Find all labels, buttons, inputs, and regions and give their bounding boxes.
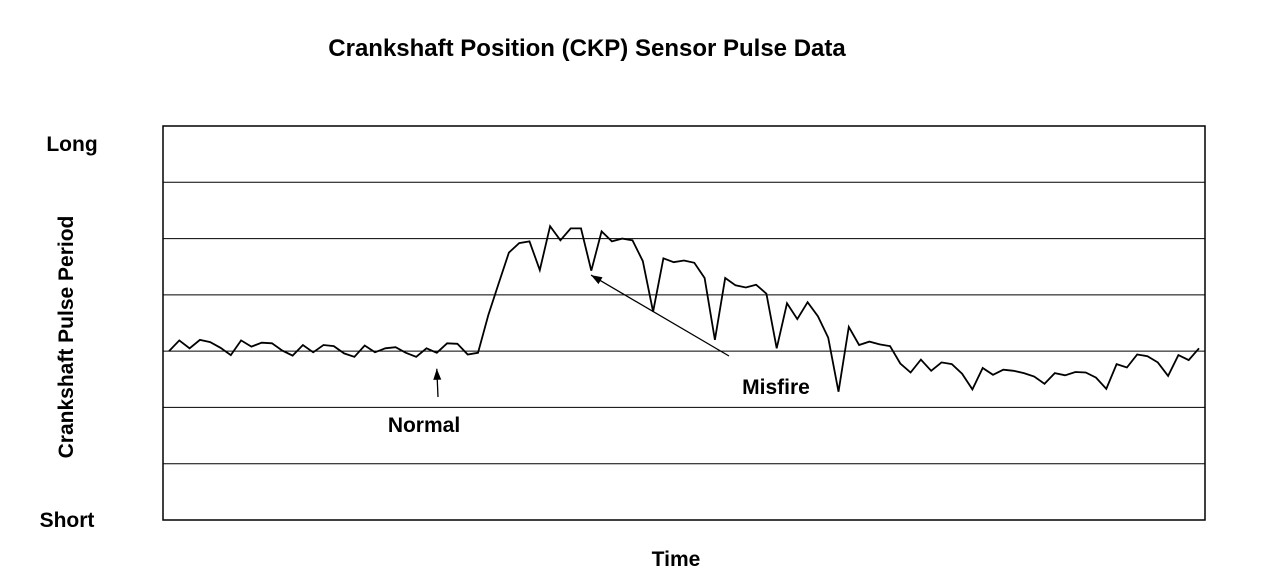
y-bottom-label: Short — [40, 509, 95, 532]
x-axis-label: Time — [652, 548, 701, 571]
annotation-normal: Normal — [388, 368, 460, 437]
annotation-misfire-arrow — [590, 274, 730, 357]
plot-area-border — [162, 125, 1206, 521]
annotation-normal-label: Normal — [388, 414, 460, 437]
y-top-label: Long — [46, 133, 97, 156]
annotation-misfire-arrowhead — [591, 275, 603, 285]
annotation-misfire-label: Misfire — [742, 376, 810, 399]
gridlines — [163, 181, 1205, 465]
annotation-normal-arrowhead — [433, 368, 442, 380]
annotation-misfire: Misfire — [590, 274, 810, 399]
series-line — [168, 224, 1200, 392]
chart-title: Crankshaft Position (CKP) Sensor Pulse D… — [328, 35, 846, 62]
y-axis-label: Crankshaft Pulse Period — [55, 216, 78, 459]
